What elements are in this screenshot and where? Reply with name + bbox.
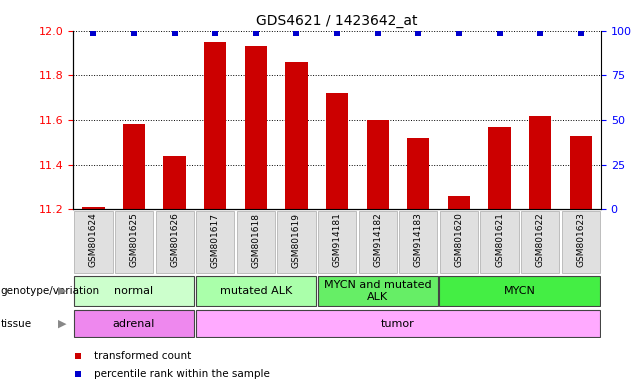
Bar — [529, 116, 551, 209]
Point — [332, 30, 342, 36]
FancyBboxPatch shape — [74, 310, 194, 337]
Text: GSM914182: GSM914182 — [373, 213, 382, 267]
Bar — [286, 62, 308, 209]
Text: GSM801617: GSM801617 — [211, 213, 220, 268]
FancyBboxPatch shape — [359, 210, 397, 273]
Text: GSM801621: GSM801621 — [495, 213, 504, 267]
FancyBboxPatch shape — [156, 210, 194, 273]
Text: adrenal: adrenal — [113, 318, 155, 329]
Text: normal: normal — [114, 286, 154, 296]
Bar — [82, 207, 104, 209]
FancyBboxPatch shape — [562, 210, 600, 273]
Text: GSM801618: GSM801618 — [251, 213, 260, 268]
Text: GSM914183: GSM914183 — [414, 213, 423, 267]
FancyBboxPatch shape — [277, 210, 315, 273]
FancyBboxPatch shape — [440, 210, 478, 273]
Text: GSM801620: GSM801620 — [454, 213, 464, 267]
Bar — [448, 196, 470, 209]
FancyBboxPatch shape — [237, 210, 275, 273]
Point — [73, 353, 83, 359]
Text: GSM801624: GSM801624 — [89, 213, 98, 267]
Text: MYCN and mutated
ALK: MYCN and mutated ALK — [324, 280, 431, 302]
Text: GSM801625: GSM801625 — [130, 213, 139, 267]
Point — [413, 30, 424, 36]
Bar — [326, 93, 349, 209]
Bar — [245, 46, 267, 209]
Bar — [570, 136, 592, 209]
FancyBboxPatch shape — [399, 210, 438, 273]
Point — [454, 30, 464, 36]
FancyBboxPatch shape — [74, 276, 194, 306]
FancyBboxPatch shape — [196, 276, 316, 306]
Point — [576, 30, 586, 36]
Bar — [204, 42, 226, 209]
Point — [88, 30, 99, 36]
Point — [494, 30, 504, 36]
Bar — [407, 138, 429, 209]
Point — [210, 30, 220, 36]
Bar — [366, 120, 389, 209]
Point — [170, 30, 180, 36]
FancyBboxPatch shape — [439, 276, 600, 306]
Text: transformed count: transformed count — [94, 351, 191, 361]
FancyBboxPatch shape — [317, 276, 438, 306]
FancyBboxPatch shape — [521, 210, 559, 273]
Text: GSM801622: GSM801622 — [536, 213, 544, 267]
FancyBboxPatch shape — [480, 210, 518, 273]
Point — [73, 371, 83, 377]
Text: MYCN: MYCN — [504, 286, 536, 296]
Point — [373, 30, 383, 36]
FancyBboxPatch shape — [74, 210, 113, 273]
Point — [129, 30, 139, 36]
FancyBboxPatch shape — [115, 210, 153, 273]
Point — [251, 30, 261, 36]
Text: genotype/variation: genotype/variation — [1, 286, 100, 296]
Bar — [123, 124, 145, 209]
Point — [291, 30, 301, 36]
Bar — [163, 156, 186, 209]
Text: percentile rank within the sample: percentile rank within the sample — [94, 369, 270, 379]
Text: GSM801619: GSM801619 — [292, 213, 301, 268]
FancyBboxPatch shape — [318, 210, 356, 273]
Text: mutated ALK: mutated ALK — [220, 286, 292, 296]
Title: GDS4621 / 1423642_at: GDS4621 / 1423642_at — [256, 14, 418, 28]
Text: tumor: tumor — [381, 318, 415, 329]
FancyBboxPatch shape — [196, 310, 600, 337]
Text: tissue: tissue — [1, 318, 32, 329]
Text: GSM801626: GSM801626 — [170, 213, 179, 267]
Text: ▶: ▶ — [59, 318, 67, 329]
Text: GSM914181: GSM914181 — [333, 213, 342, 267]
FancyBboxPatch shape — [196, 210, 234, 273]
Text: ▶: ▶ — [59, 286, 67, 296]
Text: GSM801623: GSM801623 — [576, 213, 585, 267]
Point — [535, 30, 545, 36]
Bar — [488, 127, 511, 209]
